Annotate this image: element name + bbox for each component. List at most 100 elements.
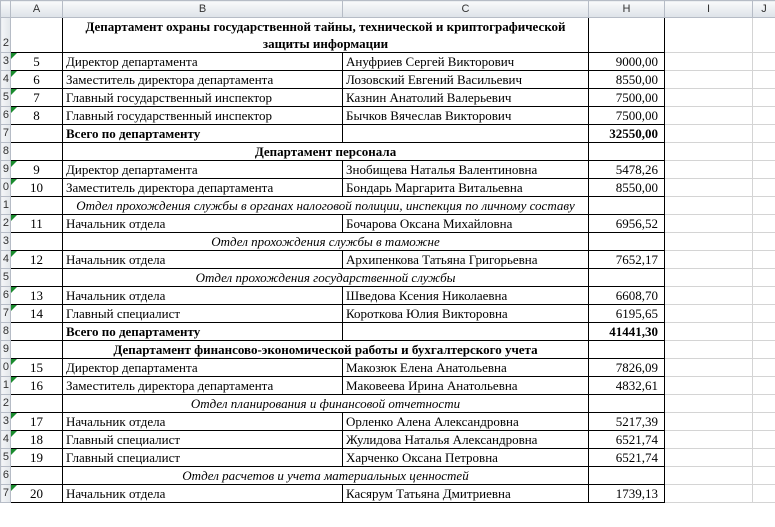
cell	[342, 322, 589, 341]
row-number[interactable]: 8	[0, 142, 11, 161]
cell	[10, 142, 63, 161]
column-header[interactable]: J	[752, 0, 775, 18]
section-title: Отдел расчетов и учета материальных ценн…	[62, 466, 589, 485]
row-number[interactable]: 3	[0, 52, 11, 71]
cell	[10, 466, 63, 485]
sheet-row: 5 7 Главный государственный инспектор Казни…	[0, 88, 775, 107]
row-number[interactable]: 2	[0, 394, 11, 413]
item-number: 12	[10, 250, 63, 269]
sheet-row: 9 9 Директор департамента Знобищева Наталья…	[0, 160, 775, 179]
cell	[752, 124, 775, 143]
row-number[interactable]: 1	[0, 376, 11, 395]
row-number[interactable]: 4	[0, 70, 11, 89]
sheet-row: 6 13 Начальник отдела Шведова Ксения Никола…	[0, 286, 775, 305]
row-number[interactable]: 7	[0, 304, 11, 323]
item-number: 16	[10, 376, 63, 395]
row-number[interactable]: 0	[0, 178, 11, 197]
column-header[interactable]: A	[10, 0, 63, 18]
column-header[interactable]: C	[342, 0, 589, 18]
row-number[interactable]: 6	[0, 466, 11, 485]
row-number[interactable]: 4	[0, 430, 11, 449]
sheet-row: 6 8 Главный государственный инспектор Бычко…	[0, 106, 775, 125]
item-number: 8	[10, 106, 63, 125]
cell	[752, 196, 775, 215]
column-header[interactable]: I	[664, 0, 753, 18]
row-number[interactable]: 5	[0, 88, 11, 107]
row-number[interactable]: 7	[0, 124, 11, 143]
sheet-row: 1 16 Заместитель директора департамента Мак…	[0, 376, 775, 395]
salary: 6195,65	[588, 304, 665, 323]
department-title: Департамент персонала	[62, 142, 589, 161]
salary: 6521,74	[588, 448, 665, 467]
item-number: 5	[10, 52, 63, 71]
salary: 6521,74	[588, 430, 665, 449]
row-number[interactable]: 2	[0, 214, 11, 233]
cell	[752, 448, 775, 467]
section-title: Отдел прохождения службы в таможне	[62, 232, 589, 251]
sheet-row: 2 11 Начальник отдела Бочарова Оксана Михай…	[0, 214, 775, 233]
employee-name: Короткова Юлия Викторовна	[342, 304, 589, 323]
cell	[664, 106, 753, 125]
row-number[interactable]: 1	[0, 196, 11, 215]
item-number: 20	[10, 484, 63, 503]
cell	[664, 358, 753, 377]
salary: 7826,09	[588, 358, 665, 377]
position: Главный специалист	[62, 448, 343, 467]
employee-name: Маковеева Ирина Анатольевна	[342, 376, 589, 395]
position: Главный государственный инспектор	[62, 106, 343, 125]
row-number[interactable]: 9	[0, 340, 11, 359]
position: Начальник отдела	[62, 412, 343, 431]
cell	[664, 142, 753, 161]
item-number: 7	[10, 88, 63, 107]
sheet-row: 4 6 Заместитель директора департамента Лозо…	[0, 70, 775, 89]
row-number[interactable]: 6	[0, 286, 11, 305]
row-number[interactable]: 5	[0, 448, 11, 467]
cell	[664, 466, 753, 485]
sheet-row: 0 10 Заместитель директора департамента Бон…	[0, 178, 775, 197]
row-number[interactable]: 5	[0, 268, 11, 287]
column-header[interactable]	[0, 0, 11, 18]
row-number[interactable]: 3	[0, 412, 11, 431]
cell	[588, 466, 665, 485]
row-number[interactable]: 3	[0, 232, 11, 251]
employee-name: Лозовский Евгений Васильевич	[342, 70, 589, 89]
employee-name: Знобищева Наталья Валентиновна	[342, 160, 589, 179]
item-number: 19	[10, 448, 63, 467]
position: Заместитель директора департамента	[62, 178, 343, 197]
column-header[interactable]: B	[62, 0, 343, 18]
cell	[752, 214, 775, 233]
row-number[interactable]: 8	[0, 322, 11, 341]
row-number[interactable]: 4	[0, 250, 11, 269]
item-number: 11	[10, 214, 63, 233]
employee-name: Жулидова Наталья Александровна	[342, 430, 589, 449]
row-number[interactable]: 2	[0, 17, 11, 53]
cell	[10, 268, 63, 287]
cell	[664, 178, 753, 197]
row-number[interactable]: 6	[0, 106, 11, 125]
cell	[588, 17, 665, 53]
cell	[752, 88, 775, 107]
position: Главный специалист	[62, 304, 343, 323]
cell	[752, 250, 775, 269]
sheet-row: 2 Департамент охраны государственной тайн…	[0, 17, 775, 53]
row-number[interactable]: 0	[0, 358, 11, 377]
cell	[664, 232, 753, 251]
cell	[664, 196, 753, 215]
sheet-row: 8 Департамент персонала	[0, 142, 775, 161]
cell	[664, 70, 753, 89]
spreadsheet: A B C H I J 2 Департамент охраны государственно…	[0, 0, 775, 503]
cell	[664, 286, 753, 305]
cell	[664, 412, 753, 431]
position: Заместитель директора департамента	[62, 376, 343, 395]
cell	[752, 142, 775, 161]
salary: 4832,61	[588, 376, 665, 395]
column-header[interactable]: H	[588, 0, 665, 18]
sheet-row: 4 18 Главный специалист Жулидова Наталья Ал…	[0, 430, 775, 449]
sheet-row: 5 19 Главный специалист Харченко Оксана Пет…	[0, 448, 775, 467]
salary: 8550,00	[588, 70, 665, 89]
cell	[752, 394, 775, 413]
grid: A B C H I J 2 Департамент охраны государственно…	[0, 0, 775, 503]
row-number[interactable]: 9	[0, 160, 11, 179]
row-number[interactable]: 7	[0, 484, 11, 503]
